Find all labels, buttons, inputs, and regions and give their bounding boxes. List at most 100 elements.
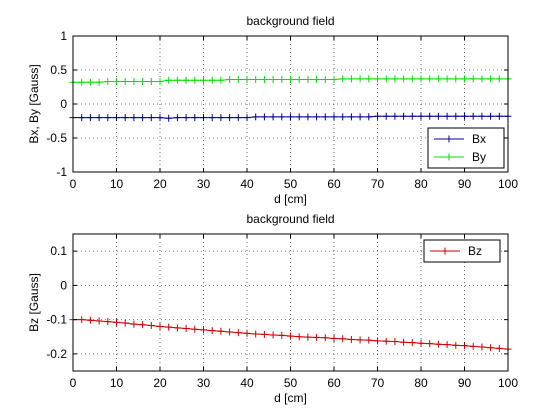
data-point-bx (130, 114, 138, 122)
data-point-bz (200, 326, 207, 334)
data-point-bx (200, 114, 207, 122)
data-point-by (78, 78, 86, 86)
data-point-bz (287, 332, 294, 340)
data-point-by (104, 78, 112, 86)
axes-bz: 0 10 20 30 40 50 60 70 80 90 100 -0.2 -0.1 0 0.1 backgr… (27, 212, 518, 405)
data-point-by (278, 76, 286, 84)
data-point-by (234, 76, 242, 84)
data-point-bz (78, 316, 86, 324)
legend: Bx By (427, 127, 505, 169)
y-tick-label: -0.2 (46, 347, 67, 361)
data-point-bx (269, 113, 277, 121)
x-tick-label: 10 (110, 376, 124, 390)
data-point-bx (382, 112, 390, 120)
data-point-by (243, 76, 251, 84)
data-point-bz (278, 331, 286, 339)
data-point-bx (356, 113, 364, 121)
data-point-by (191, 76, 199, 84)
data-point-by (374, 75, 381, 83)
data-point-bx (165, 114, 173, 122)
data-point-by (287, 76, 294, 84)
x-tick-label: 20 (153, 376, 167, 390)
axes-bx-by-xlabel: d [cm] (274, 192, 307, 206)
data-point-bz (478, 343, 486, 351)
data-point-bz (469, 342, 477, 350)
data-point-bx (478, 112, 486, 120)
data-point-bz (330, 334, 338, 342)
y-tick-label: 0.1 (50, 244, 67, 258)
data-point-by (313, 76, 321, 84)
data-point-bx (400, 112, 408, 120)
data-point-bz (339, 335, 347, 343)
data-point-bx (443, 112, 451, 120)
data-point-bx (461, 112, 468, 120)
data-point-bx (495, 112, 503, 120)
data-point-bx (487, 112, 495, 120)
data-point-bz (400, 338, 408, 346)
legend-label-bx: Bx (472, 132, 486, 146)
data-point-by (339, 75, 347, 83)
data-point-bx (295, 113, 303, 121)
data-point-bx (452, 112, 460, 120)
data-point-bx (417, 112, 425, 120)
data-point-bx (260, 113, 268, 121)
data-point-bx (86, 114, 94, 122)
data-point-bx (217, 114, 225, 122)
data-point-bz (365, 336, 373, 344)
x-tick-label: 70 (371, 376, 385, 390)
data-point-bz (86, 316, 94, 324)
data-point-bx (173, 114, 181, 122)
data-point-bz (321, 334, 329, 342)
data-point-bx (95, 114, 103, 122)
data-point-by (113, 78, 120, 86)
data-point-bx (391, 112, 399, 120)
data-point-bx (347, 113, 355, 121)
legend-label-bz: Bz (468, 244, 482, 258)
data-point-by (452, 75, 460, 83)
data-point-bx (374, 112, 381, 120)
axes-bz-ylabel: Bz [Gauss] (27, 273, 41, 332)
data-point-by (173, 76, 181, 84)
data-point-bz (208, 327, 216, 335)
legend-label-by: By (472, 150, 486, 164)
data-point-by (252, 76, 260, 84)
x-tick-label: 0 (70, 177, 77, 191)
data-point-by (487, 75, 495, 83)
x-tick-label: 30 (197, 376, 211, 390)
data-point-bx (208, 114, 216, 122)
data-point-bz (260, 330, 268, 338)
data-point-bx (147, 114, 155, 122)
data-point-bz (356, 336, 364, 344)
data-point-bz (408, 339, 416, 347)
data-point-by (461, 75, 468, 83)
axes-bz-xlabel: d [cm] (274, 391, 307, 405)
data-point-bz (104, 318, 112, 326)
data-point-bz (487, 344, 495, 352)
data-point-bz (147, 321, 155, 329)
y-tick-label: 0 (60, 97, 67, 111)
x-tick-label: 60 (327, 376, 341, 390)
legend: Bz (423, 239, 501, 263)
data-point-bx (121, 114, 129, 122)
data-point-by (330, 76, 338, 84)
data-point-bz (452, 341, 460, 349)
data-point-by (391, 75, 399, 83)
data-point-by (469, 75, 477, 83)
x-tick-label: 50 (284, 376, 298, 390)
data-point-bx (339, 113, 347, 121)
y-tick-label: 1 (60, 29, 67, 43)
data-point-by (382, 75, 390, 83)
data-point-bz (295, 333, 303, 341)
data-point-bx (408, 112, 416, 120)
data-point-bx (321, 113, 329, 121)
data-point-bz (139, 321, 147, 329)
legend-box (427, 127, 505, 169)
data-point-bz (156, 322, 164, 330)
x-tick-label: 40 (240, 376, 254, 390)
axes-bx-by-title: background field (246, 14, 334, 28)
data-point-bz (217, 327, 225, 335)
x-tick-label: 90 (458, 177, 472, 191)
axes-bx-by: 0 10 20 30 40 50 60 70 80 90 100 -1 -0.5 0 0.5 1 backgro… (27, 14, 518, 206)
data-point-bx (182, 114, 190, 122)
